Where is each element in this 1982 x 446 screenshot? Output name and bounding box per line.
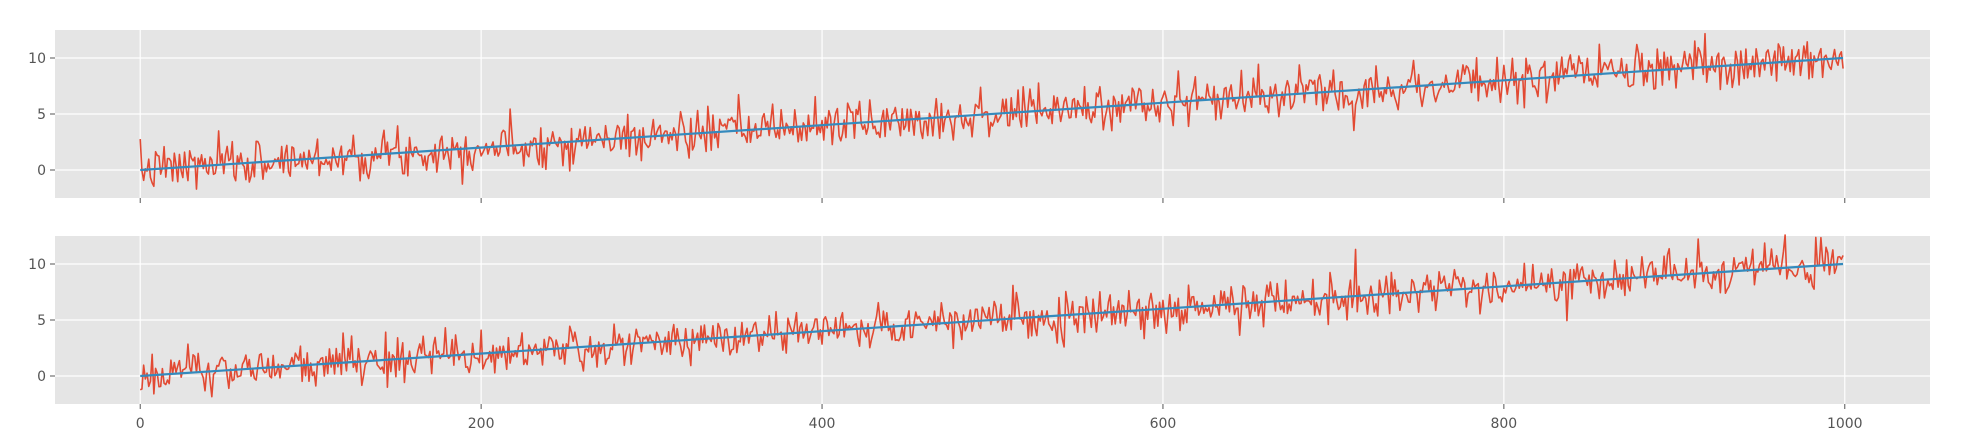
x-tick-label: 0: [136, 416, 145, 432]
x-tick-label: 600: [1150, 416, 1177, 432]
y-tick-label: 5: [37, 313, 46, 329]
x-tick-label: 1000: [1827, 416, 1863, 432]
noisy-series-line: [139, 32, 1844, 190]
y-tick-label: 10: [28, 51, 46, 67]
y-tick-label: 5: [37, 107, 46, 123]
subplot-1: 0 5 10: [28, 30, 1930, 203]
subplot-2: 0 5 10 0 200 400 600 800 1000: [28, 234, 1930, 432]
x-tick-label: 400: [809, 416, 836, 432]
y-tick-label: 10: [28, 257, 46, 273]
trend-line: [140, 56, 1844, 172]
x-tick-label: 200: [468, 416, 495, 432]
y-tick-label: 0: [37, 163, 46, 179]
y-tick-label: 0: [37, 369, 46, 385]
x-tick-label: 800: [1490, 416, 1517, 432]
trend-line: [140, 262, 1844, 378]
